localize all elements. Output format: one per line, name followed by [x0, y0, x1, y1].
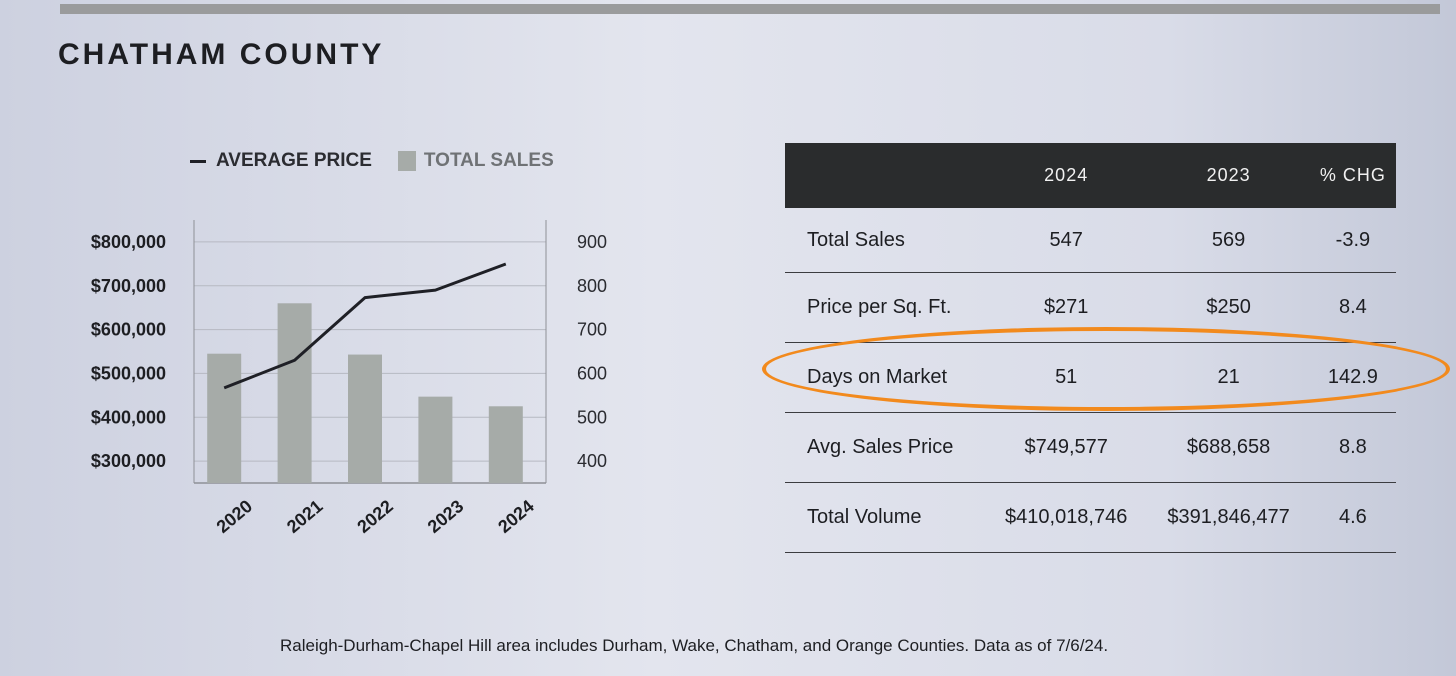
x-axis-tick-label: 2022 — [353, 496, 397, 537]
table-cell: 4.6 — [1309, 482, 1396, 553]
table-row: Total Sales 547 569 -3.9 — [785, 208, 1396, 273]
legend-bar-swatch — [397, 151, 416, 171]
right-axis-tick-label: 700 — [577, 320, 607, 340]
x-axis-tick-label: 2023 — [424, 496, 468, 537]
table-header-row: 2024 2023 % CHG — [785, 143, 1396, 208]
table-cell: $271 — [985, 272, 1148, 343]
x-axis-tick-label: 2020 — [213, 496, 257, 537]
table-cell: $688,658 — [1147, 412, 1310, 483]
right-axis-tick-label: 900 — [577, 232, 607, 252]
chart-legend: AVERAGE PRICE TOTAL SALES — [190, 150, 554, 172]
chart-bar — [348, 354, 382, 483]
chart-bar — [418, 396, 453, 483]
right-axis-tick-label: 400 — [577, 451, 607, 471]
chart-bar — [277, 303, 312, 483]
table-row: Avg. Sales Price $749,577 $688,658 8.8 — [785, 412, 1396, 483]
table-row: Total Volume $410,018,746 $391,846,477 4… — [785, 482, 1396, 553]
x-axis-tick-label: 2024 — [494, 496, 538, 537]
legend-line-label: AVERAGE PRICE — [216, 150, 372, 171]
table-row: Days on Market 51 21 142.9 — [785, 342, 1396, 413]
table-cell: 547 — [985, 208, 1148, 273]
chart-bar — [488, 406, 523, 483]
table-header-cell — [785, 143, 985, 208]
stats-table: 2024 2023 % CHG Total Sales 547 569 -3.9… — [785, 143, 1396, 553]
table-cell: 21 — [1147, 342, 1310, 413]
table-cell: $391,846,477 — [1147, 482, 1310, 553]
table-cell: 8.4 — [1309, 272, 1396, 343]
x-axis-tick-label: 2021 — [283, 496, 327, 537]
table-cell: Total Sales — [785, 208, 985, 273]
left-axis-tick-label: $600,000 — [91, 320, 166, 340]
table-header-cell: 2023 — [1147, 143, 1310, 208]
left-axis-tick-label: $800,000 — [91, 232, 166, 252]
table-cell: $749,577 — [985, 412, 1148, 483]
right-axis-tick-label: 800 — [577, 276, 607, 296]
chart-bar — [207, 353, 242, 483]
table-cell: $250 — [1147, 272, 1310, 343]
sales-price-chart: $800,000 $700,000 $600,000 $500,000 $400,000… — [91, 220, 607, 537]
left-axis-tick-label: $700,000 — [91, 276, 166, 296]
table-cell: 569 — [1147, 208, 1310, 273]
right-axis-tick-label: 600 — [577, 363, 607, 383]
table-cell: $410,018,746 — [985, 482, 1148, 553]
table-cell: Days on Market — [785, 342, 985, 413]
page-title: CHATHAM COUNTY — [58, 38, 385, 71]
table-cell: 142.9 — [1309, 342, 1396, 413]
table-cell: -3.9 — [1309, 208, 1396, 273]
table-row: Price per Sq. Ft. $271 $250 8.4 — [785, 272, 1396, 343]
left-axis-tick-label: $500,000 — [91, 363, 166, 383]
left-axis-tick-label: $400,000 — [91, 407, 166, 427]
table-cell: Total Volume — [785, 482, 985, 553]
table-cell: 51 — [985, 342, 1148, 413]
table-header-cell: % CHG — [1309, 143, 1396, 208]
left-axis-tick-label: $300,000 — [91, 451, 166, 471]
table-cell: Price per Sq. Ft. — [785, 272, 985, 343]
table-cell: 8.8 — [1309, 412, 1396, 483]
footnote: Raleigh-Durham-Chapel Hill area includes… — [280, 636, 1109, 655]
top-rule — [60, 4, 1440, 14]
legend-line-swatch — [190, 159, 206, 163]
legend-bar-label: TOTAL SALES — [423, 150, 554, 171]
table-header-cell: 2024 — [985, 143, 1148, 208]
right-axis-tick-label: 500 — [577, 407, 607, 427]
table-cell: Avg. Sales Price — [785, 412, 985, 483]
